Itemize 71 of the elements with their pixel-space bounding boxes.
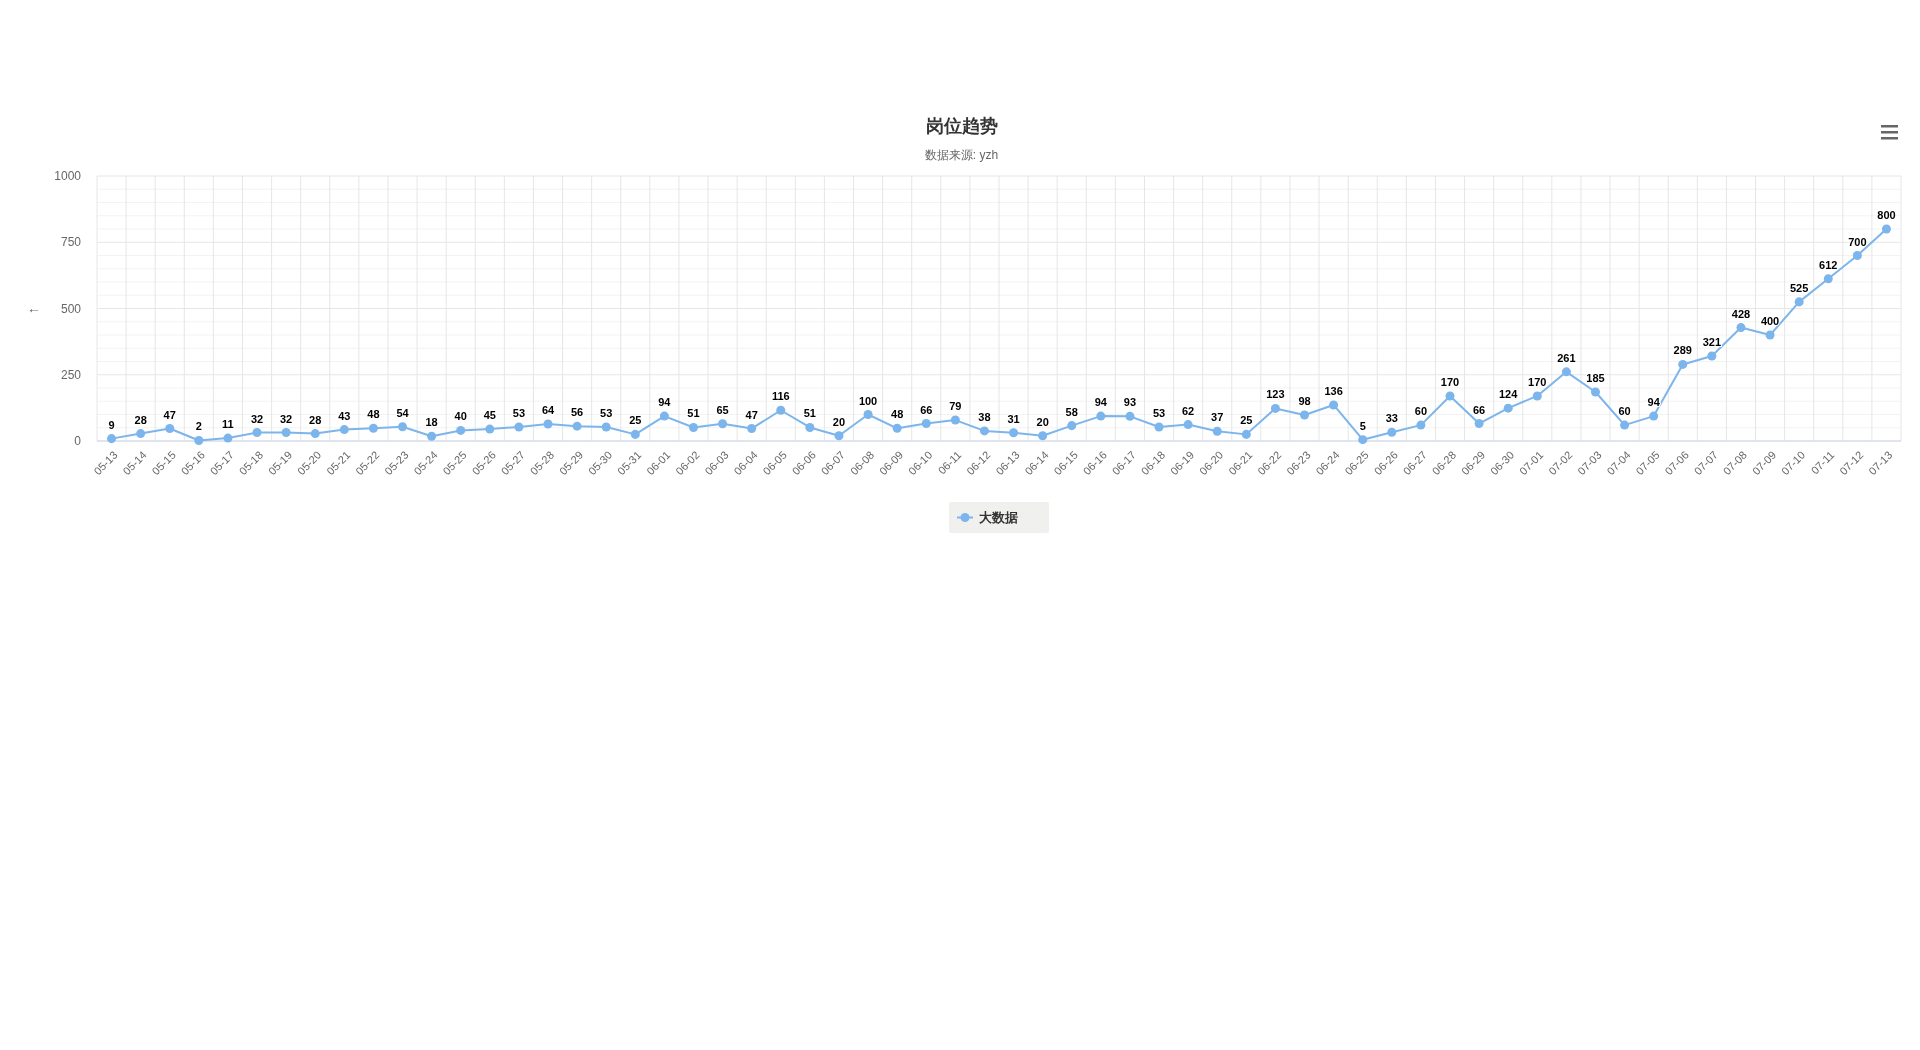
data-label: 37: [1211, 411, 1224, 424]
data-label: 28: [134, 413, 147, 426]
data-label: 40: [454, 410, 467, 423]
y-tick-label: 1000: [54, 169, 82, 184]
chart-subtitle: 数据来源: yzh: [924, 148, 999, 162]
data-label: 64: [541, 404, 555, 417]
data-label: 321: [1702, 335, 1722, 348]
data-label: 9: [108, 418, 115, 431]
data-label: 66: [920, 403, 933, 416]
data-label: 58: [1065, 405, 1078, 418]
data-label: 20: [832, 415, 846, 428]
data-label: 25: [1240, 414, 1253, 427]
data-label: 53: [1152, 406, 1166, 419]
data-label: 51: [687, 407, 700, 420]
data-label: 65: [716, 403, 729, 416]
data-label: 94: [1094, 396, 1108, 409]
y-tick-label: 0: [74, 434, 82, 449]
data-label: 124: [1499, 388, 1519, 401]
data-label: 289: [1673, 344, 1692, 357]
data-label: 11: [222, 418, 234, 431]
data-label: 60: [1414, 405, 1428, 418]
data-label: 45: [483, 409, 496, 422]
data-label: 800: [1877, 209, 1896, 221]
data-label: 56: [570, 406, 584, 419]
data-label: 185: [1586, 371, 1605, 384]
data-label: 54: [396, 406, 410, 419]
data-label: 38: [978, 410, 991, 423]
data-label: 94: [1647, 396, 1661, 409]
data-label: 18: [425, 416, 438, 429]
data-label: 170: [1440, 375, 1460, 388]
data-label: 98: [1298, 395, 1311, 408]
data-label: 136: [1324, 384, 1343, 397]
data-label: 32: [280, 412, 293, 425]
data-label: 428: [1731, 307, 1751, 320]
data-label: 60: [1618, 405, 1631, 418]
data-label: 79: [949, 400, 962, 413]
data-label: 116: [771, 390, 790, 403]
y-tick-label: 750: [60, 235, 82, 250]
data-label: 28: [309, 413, 322, 426]
data-label: 525: [1789, 281, 1809, 294]
data-label: 100: [858, 394, 878, 407]
data-label: 25: [629, 414, 642, 427]
data-label: 400: [1760, 315, 1780, 327]
data-label: 53: [512, 406, 526, 419]
data-label: 66: [1472, 403, 1486, 416]
data-label: 20: [1036, 415, 1049, 428]
data-label: 93: [1123, 396, 1137, 409]
y-tick-label: 250: [60, 367, 82, 382]
data-label: 51: [803, 407, 816, 420]
chart-title: 岗位趋势: [925, 116, 998, 136]
data-label: 5: [1359, 419, 1366, 432]
data-label: 2: [195, 420, 202, 433]
data-label: 261: [1557, 351, 1576, 364]
y-tick-label: 500: [60, 301, 82, 316]
data-label: 43: [338, 409, 351, 422]
data-label: 33: [1385, 412, 1398, 425]
data-label: 47: [163, 408, 176, 421]
data-label: 612: [1819, 258, 1838, 271]
legend-label: 大数据: [979, 510, 1018, 526]
data-label: 48: [367, 408, 380, 421]
data-label: 94: [658, 396, 672, 409]
data-label: 62: [1182, 404, 1195, 417]
data-label: 47: [745, 408, 758, 421]
data-label: 31: [1007, 412, 1020, 425]
data-label: 53: [600, 406, 613, 419]
data-label: 48: [891, 408, 904, 421]
data-label: 170: [1528, 375, 1547, 388]
data-label: 123: [1266, 388, 1285, 401]
y-axis-title: ←: [27, 300, 41, 317]
data-label: 32: [250, 412, 264, 425]
data-label: 700: [1848, 235, 1867, 248]
